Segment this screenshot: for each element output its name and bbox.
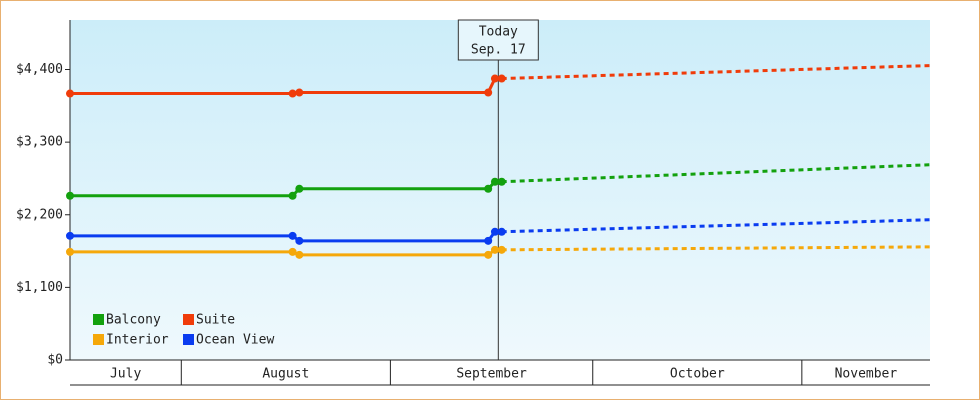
data-point [295, 88, 304, 97]
data-point [288, 89, 297, 98]
data-point [497, 74, 506, 83]
x-tick-label: September [456, 367, 527, 382]
data-point [484, 184, 493, 193]
x-tick-label: August [262, 367, 309, 382]
data-point [295, 184, 304, 193]
legend-swatch [183, 314, 194, 325]
y-tick-label: $0 [47, 353, 63, 368]
legend-label: Balcony [106, 313, 161, 328]
data-point [66, 191, 74, 200]
x-tick-label: November [835, 367, 898, 382]
today-label: Today [479, 25, 518, 40]
data-point [66, 247, 74, 256]
x-tick-label: July [110, 367, 141, 382]
legend-label: Suite [196, 313, 235, 328]
legend-swatch [93, 334, 104, 345]
data-point [490, 74, 499, 83]
data-point [497, 177, 506, 186]
y-tick-label: $3,300 [16, 135, 63, 150]
data-point [288, 191, 297, 200]
today-box [457, 19, 539, 61]
legend-swatch [93, 314, 104, 325]
data-point [288, 247, 297, 256]
data-point [490, 227, 499, 236]
data-point [295, 250, 304, 259]
y-tick-label: $1,100 [16, 280, 63, 295]
x-tick-label: October [670, 367, 725, 382]
data-point [66, 89, 74, 98]
data-point [490, 177, 499, 186]
data-point [484, 88, 493, 97]
data-point [66, 231, 74, 240]
y-tick-label: $4,400 [16, 62, 63, 77]
plot-area [70, 20, 930, 360]
data-point [484, 250, 493, 259]
legend-swatch [183, 334, 194, 345]
data-point [295, 236, 304, 245]
legend-label: Ocean View [196, 333, 274, 348]
data-point [490, 245, 499, 254]
data-point [497, 227, 506, 236]
y-tick-label: $2,200 [16, 207, 63, 222]
today-label: Sep. 17 [471, 43, 526, 58]
legend-label: Interior [106, 333, 169, 348]
data-point [288, 231, 297, 240]
data-point [497, 245, 506, 254]
data-point [484, 236, 493, 245]
